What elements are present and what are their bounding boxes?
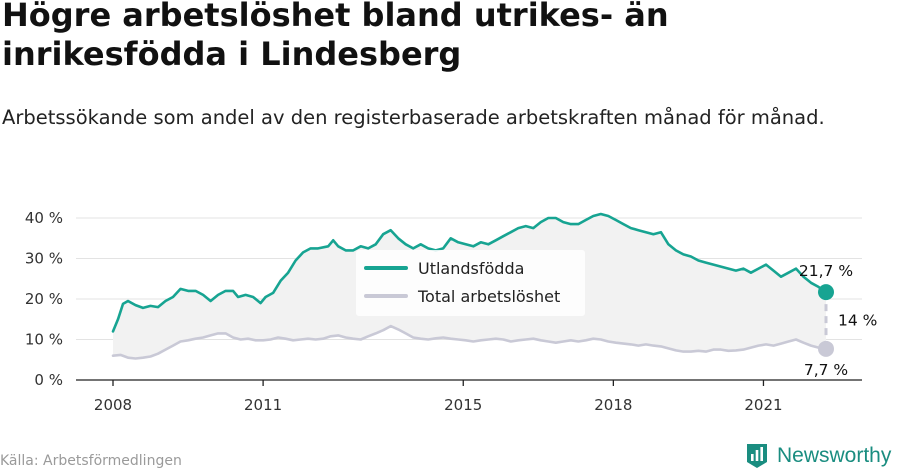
newsworthy-icon (747, 444, 767, 468)
x-tick-label: 2015 (444, 396, 482, 414)
end-label-foreign: 21,7 % (799, 262, 853, 280)
endpoint-marker-foreign (818, 284, 834, 301)
end-label-total: 7,7 % (804, 361, 848, 379)
x-tick-label: 2018 (594, 396, 632, 414)
series-line-0 (111, 212, 828, 333)
chart-subtitle: Arbetssökande som andel av den registerb… (2, 106, 825, 129)
endpoint-marker-total (818, 340, 834, 357)
legend: Utlandsfödda Total arbetslöshet (356, 250, 585, 316)
legend-item-total[interactable]: Total arbetslöshet (364, 285, 560, 307)
x-tick-label: 2021 (744, 396, 782, 414)
series-layer (111, 212, 828, 360)
y-tick-label: 30 % (25, 250, 63, 268)
legend-swatch-total (364, 294, 408, 298)
axis-layer: 0 % 10 % 20 % 30 % 40 % 2008 2011 2015 2018 2021 (25, 209, 862, 414)
source-note: Källa: Arbetsförmedlingen (0, 453, 182, 469)
series-line-1 (111, 324, 828, 360)
x-tick-label: 2011 (244, 396, 282, 414)
brand-logo[interactable]: Newsworthy (745, 441, 891, 471)
legend-swatch-foreign (364, 266, 408, 270)
legend-label-total: Total arbetslöshet (418, 286, 561, 306)
x-tick-label: 2008 (94, 396, 132, 414)
legend-item-foreign[interactable]: Utlandsfödda (364, 257, 524, 279)
y-tick-label: 0 % (34, 371, 63, 389)
label-layer: 21,7 % 7,7 % 14 % (799, 262, 877, 379)
chart-title: Högre arbetslöshet bland utrikes- än inr… (2, 0, 669, 73)
difference-label: 14 % (838, 311, 877, 329)
legend-label-foreign: Utlandsfödda (418, 258, 525, 278)
y-tick-label: 20 % (25, 290, 63, 308)
y-tick-label: 10 % (25, 331, 63, 349)
y-tick-label: 40 % (25, 209, 63, 227)
brand-name: Newsworthy (777, 444, 892, 467)
